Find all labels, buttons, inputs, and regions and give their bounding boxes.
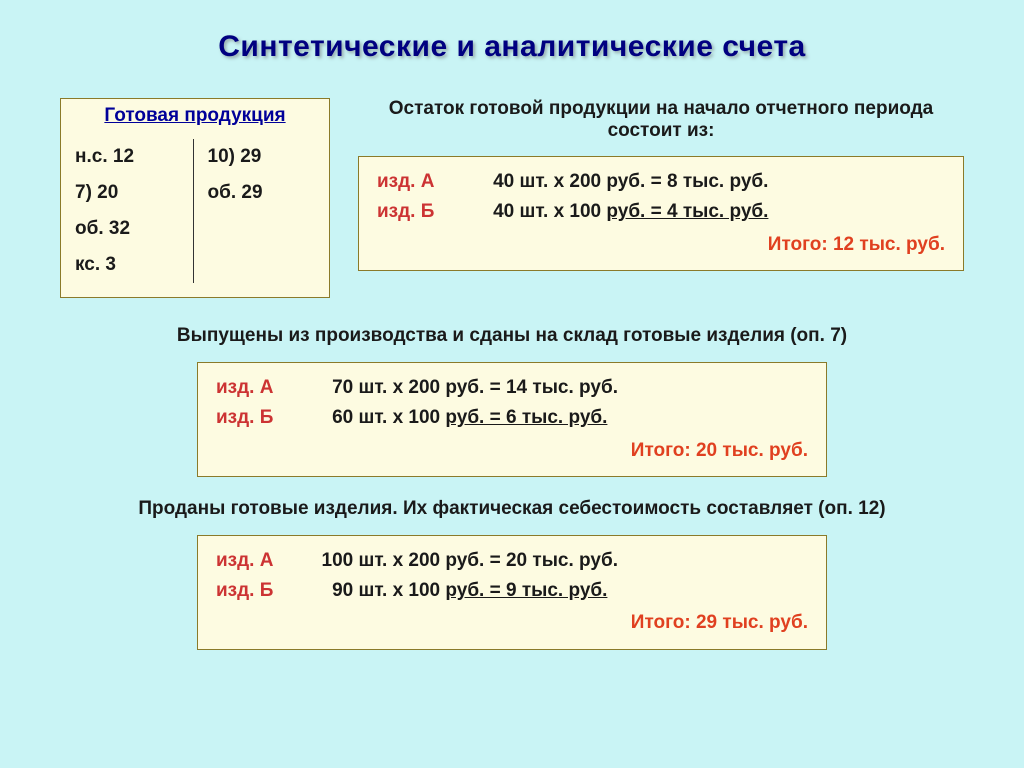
- price: х 100 руб. = 9 тыс. руб.: [393, 576, 608, 606]
- t-entry: н.с. 12: [75, 139, 183, 175]
- t-entry: об. 29: [208, 175, 316, 211]
- qty: 100 шт.: [303, 546, 387, 576]
- price: х 200 руб.: [554, 167, 646, 197]
- result: = 8 тыс. руб.: [651, 167, 769, 197]
- calc-line: изд. А 40 шт. х 200 руб. = 8 тыс. руб.: [377, 167, 945, 197]
- t-account-header: Готовая продукция: [61, 99, 329, 131]
- t-account-debit: н.с. 12 7) 20 об. 32 кс. 3: [75, 139, 194, 283]
- t-entry: об. 32: [75, 211, 183, 247]
- block1-heading: Остаток готовой продукции на начало отче…: [358, 98, 964, 142]
- izd-label: изд. А: [216, 373, 298, 403]
- t-account-grid: н.с. 12 7) 20 об. 32 кс. 3 10) 29 об. 29: [61, 131, 329, 297]
- price: х 100 руб. = 4 тыс. руб.: [554, 197, 769, 227]
- izd-label: изд. Б: [377, 197, 459, 227]
- result: = 14 тыс. руб.: [490, 373, 618, 403]
- qty: 60 шт.: [303, 403, 387, 433]
- result: = 20 тыс. руб.: [490, 546, 618, 576]
- calc-line: изд. А 100 шт. х 200 руб. = 20 тыс. руб.: [216, 546, 808, 576]
- qty: 70 шт.: [303, 373, 387, 403]
- price: х 200 руб.: [393, 373, 485, 403]
- block2-heading: Выпущены из производства и сданы на скла…: [60, 322, 964, 350]
- calc-line: изд. Б 60 шт. х 100 руб. = 6 тыс. руб.: [216, 403, 808, 433]
- block3-box: изд. А 100 шт. х 200 руб. = 20 тыс. руб.…: [197, 535, 827, 650]
- block3-total: Итого: 29 тыс. руб.: [216, 608, 808, 638]
- t-entry: 10) 29: [208, 139, 316, 175]
- slide-title: Синтетические и аналитические счета: [60, 30, 964, 64]
- block1-total: Итого: 12 тыс. руб.: [377, 230, 945, 260]
- block1-box: изд. А 40 шт. х 200 руб. = 8 тыс. руб. и…: [358, 156, 964, 271]
- izd-label: изд. А: [377, 167, 459, 197]
- calc-line: изд. Б 90 шт. х 100 руб. = 9 тыс. руб.: [216, 576, 808, 606]
- t-account-credit: 10) 29 об. 29: [194, 139, 316, 283]
- qty: 40 шт.: [464, 197, 548, 227]
- block1: Остаток готовой продукции на начало отче…: [358, 98, 964, 271]
- izd-label: изд. А: [216, 546, 298, 576]
- t-account: Готовая продукция н.с. 12 7) 20 об. 32 к…: [60, 98, 330, 298]
- qty: 40 шт.: [464, 167, 548, 197]
- t-entry: 7) 20: [75, 175, 183, 211]
- price: х 200 руб.: [393, 546, 485, 576]
- block2-total: Итого: 20 тыс. руб.: [216, 436, 808, 466]
- slide: Синтетические и аналитические счета Гото…: [0, 0, 1024, 768]
- price: х 100 руб. = 6 тыс. руб.: [393, 403, 608, 433]
- izd-label: изд. Б: [216, 403, 298, 433]
- qty: 90 шт.: [303, 576, 387, 606]
- top-row: Готовая продукция н.с. 12 7) 20 об. 32 к…: [60, 98, 964, 298]
- calc-line: изд. Б 40 шт. х 100 руб. = 4 тыс. руб.: [377, 197, 945, 227]
- izd-label: изд. Б: [216, 576, 298, 606]
- block2-box: изд. А 70 шт. х 200 руб. = 14 тыс. руб. …: [197, 362, 827, 477]
- t-entry: кс. 3: [75, 247, 183, 283]
- calc-line: изд. А 70 шт. х 200 руб. = 14 тыс. руб.: [216, 373, 808, 403]
- block3-heading: Проданы готовые изделия. Их фактическая …: [60, 495, 964, 523]
